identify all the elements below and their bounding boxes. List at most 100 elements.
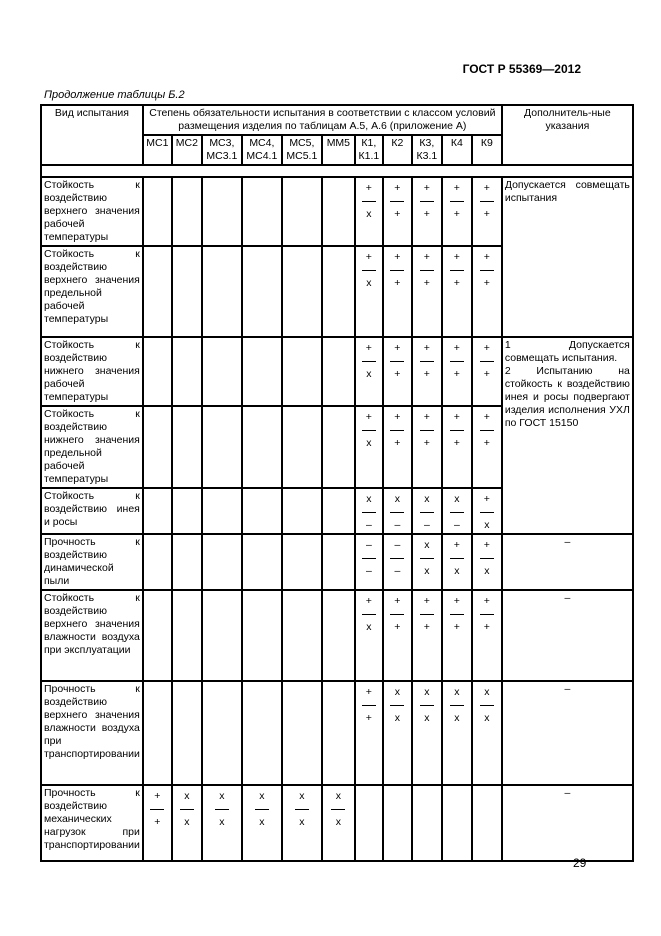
notes-cell: – [500, 589, 634, 682]
header-degree: Степень обязательности испытания в соотв… [141, 104, 503, 136]
denominator: х [454, 565, 460, 577]
degree-cell [320, 245, 356, 338]
header-notes: Дополнитель-ные указания [500, 104, 634, 166]
notes-cell: 1 Допускается совмещать испытания. 2 Исп… [500, 336, 634, 535]
degree-cell [240, 336, 283, 407]
fraction-bar [361, 201, 376, 202]
degree-cell: – – [381, 533, 413, 591]
degree-cell: + + [141, 784, 173, 862]
header-class: К4 [440, 134, 473, 166]
degree-cell [240, 680, 283, 786]
degree-cell: х – [353, 487, 384, 535]
blank-row [40, 164, 634, 178]
degree-cell: + + [381, 405, 413, 489]
numerator: х [259, 790, 265, 802]
table-row: Стойкость к воздействию нижнего значения… [40, 405, 633, 489]
degree-cell [240, 589, 283, 682]
numerator: х [484, 686, 490, 698]
degree-cell [141, 589, 173, 682]
fraction-bar [214, 809, 229, 810]
degree-cell [320, 487, 356, 535]
numerator: х [394, 686, 400, 698]
denominator: х [219, 816, 225, 828]
header-class: МС4, МС4.1 [240, 134, 283, 166]
degree-cell [280, 589, 323, 682]
degree-cell [200, 533, 243, 591]
degree-cell [240, 176, 283, 247]
numerator: х [394, 493, 400, 505]
header-class: К2 [381, 134, 413, 166]
test-type: Прочность к воздействию верхнего значени… [40, 680, 144, 786]
degree-cell: + + [470, 245, 503, 338]
degree-cell [353, 784, 384, 862]
degree-cell [200, 680, 243, 786]
denominator: х [184, 816, 190, 828]
fraction-bar [449, 512, 464, 513]
degree-cell: + + [381, 336, 413, 407]
degree-cell: + х [353, 589, 384, 682]
degree-cell [381, 784, 413, 862]
degree-cell: + + [440, 405, 473, 489]
fraction-bar [419, 201, 434, 202]
fraction-bar [150, 809, 165, 810]
degree-cell [200, 336, 243, 407]
degree-cell [240, 245, 283, 338]
degree-cell [440, 784, 473, 862]
numerator: + [365, 686, 372, 698]
denominator: – [394, 519, 401, 531]
header-class: МС1 [141, 134, 173, 166]
fraction-bar [179, 809, 194, 810]
denominator: + [453, 208, 460, 220]
fraction-bar [361, 361, 376, 362]
degree-cell: + + [440, 589, 473, 682]
numerator: + [483, 539, 490, 551]
denominator: х [366, 277, 372, 289]
numerator: + [483, 493, 490, 505]
degree-cell: х – [410, 487, 443, 535]
degree-cell [320, 589, 356, 682]
numerator: х [454, 493, 460, 505]
degree-cell [320, 405, 356, 489]
test-type: Стойкость к воздействию инея и росы [40, 487, 144, 535]
numerator: + [423, 182, 430, 194]
degree-cell [170, 533, 203, 591]
numerator: + [453, 595, 460, 607]
fraction-bar [449, 270, 464, 271]
denominator: + [365, 712, 372, 724]
numerator: х [299, 790, 305, 802]
fraction-bar [479, 512, 494, 513]
table-row: Стойкость к воздействию верхнего значени… [40, 245, 633, 338]
fraction-bar [419, 430, 434, 431]
degree-cell: + + [440, 176, 473, 247]
numerator: + [394, 342, 401, 354]
test-type: Стойкость к воздействию верхнего значени… [40, 176, 144, 247]
notes-cell: – [500, 784, 634, 862]
fraction-bar [479, 430, 494, 431]
standard-number: ГОСТ Р 55369—2012 [462, 62, 581, 76]
fraction-bar [479, 614, 494, 615]
degree-cell [170, 245, 203, 338]
header-class: К9 [470, 134, 503, 166]
denominator: + [394, 277, 401, 289]
degree-cell [240, 405, 283, 489]
table-row: Стойкость к воздействию нижнего значения… [40, 336, 634, 535]
fraction-bar [361, 512, 376, 513]
denominator: – [365, 519, 372, 531]
numerator: + [365, 411, 372, 423]
denominator: + [483, 621, 490, 633]
fraction-bar [419, 705, 434, 706]
fraction-bar [390, 558, 405, 559]
fraction-bar [390, 361, 405, 362]
degree-cell: + + [381, 176, 413, 247]
denominator: + [483, 208, 490, 220]
degree-cell [141, 487, 173, 535]
header-test-type: Вид испытания [40, 104, 144, 166]
degree-cell: + + [353, 680, 384, 786]
numerator: + [453, 342, 460, 354]
notes-cell: – [500, 680, 634, 786]
denominator: + [394, 437, 401, 449]
fraction-bar [390, 512, 405, 513]
